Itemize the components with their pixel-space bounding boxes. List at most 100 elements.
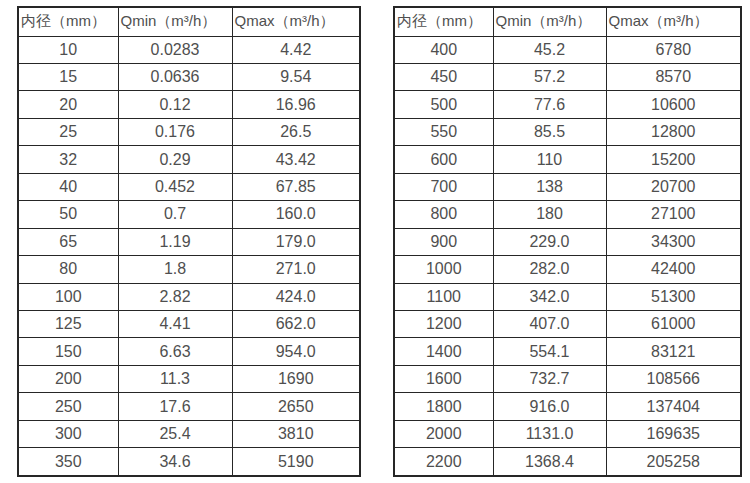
- table-cell: 0.29: [118, 146, 232, 173]
- table-cell: 250: [18, 393, 118, 420]
- table-row: 500.7160.0: [18, 201, 360, 228]
- table-cell: 1100: [394, 283, 493, 310]
- table-row: 20001131.0169635: [394, 420, 741, 447]
- table-row: 1002.82424.0: [18, 283, 360, 310]
- table-cell: 8570: [606, 63, 741, 90]
- table-row: 35034.65190: [18, 448, 360, 476]
- table-row: 22001368.4205258: [394, 448, 741, 476]
- table-cell: 43.42: [232, 146, 360, 173]
- table-cell: 80: [18, 256, 118, 283]
- header-row: 内径（mm）Qmin（m³/h）Qmax（m³/h）: [394, 7, 741, 36]
- table-cell: 100: [18, 283, 118, 310]
- table-cell: 1000: [394, 256, 493, 283]
- table-row: 1254.41662.0: [18, 311, 360, 338]
- table-row: 1506.63954.0: [18, 338, 360, 365]
- table-cell: 732.7: [493, 365, 606, 392]
- table-cell: 50: [18, 201, 118, 228]
- table-row: 50077.610600: [394, 91, 741, 118]
- page: 内径（mm）Qmin（m³/h）Qmax（m³/h） 100.02834.421…: [0, 0, 750, 483]
- table-cell: 954.0: [232, 338, 360, 365]
- table-cell: 138: [493, 173, 606, 200]
- table-row: 150.06369.54: [18, 63, 360, 90]
- table-cell: 51300: [606, 283, 741, 310]
- table-cell: 125: [18, 311, 118, 338]
- table-cell: 205258: [606, 448, 741, 476]
- table-cell: 3810: [232, 420, 360, 447]
- table-cell: 45.2: [493, 36, 606, 63]
- table-cell: 40: [18, 173, 118, 200]
- table-cell: 1131.0: [493, 420, 606, 447]
- column-header: 内径（mm）: [18, 7, 118, 36]
- table-cell: 1400: [394, 338, 493, 365]
- table-cell: 179.0: [232, 228, 360, 255]
- table-cell: 6.63: [118, 338, 232, 365]
- table-cell: 11.3: [118, 365, 232, 392]
- table-cell: 0.0283: [118, 36, 232, 63]
- table-cell: 424.0: [232, 283, 360, 310]
- table-row: 40045.26780: [394, 36, 741, 63]
- table-cell: 2.82: [118, 283, 232, 310]
- table-row: 45057.28570: [394, 63, 741, 90]
- table-cell: 2000: [394, 420, 493, 447]
- table-cell: 700: [394, 173, 493, 200]
- table-row: 1000282.042400: [394, 256, 741, 283]
- table-cell: 900: [394, 228, 493, 255]
- table-cell: 0.176: [118, 118, 232, 145]
- table-row: 25017.62650: [18, 393, 360, 420]
- table-cell: 27100: [606, 201, 741, 228]
- table-cell: 85.5: [493, 118, 606, 145]
- table-row: 70013820700: [394, 173, 741, 200]
- table-cell: 1800: [394, 393, 493, 420]
- table-row: 1200407.061000: [394, 311, 741, 338]
- table-cell: 150: [18, 338, 118, 365]
- table-cell: 10: [18, 36, 118, 63]
- table-cell: 5190: [232, 448, 360, 476]
- table-cell: 12800: [606, 118, 741, 145]
- table-cell: 200: [18, 365, 118, 392]
- table-cell: 1690: [232, 365, 360, 392]
- table-row: 1600732.7108566: [394, 365, 741, 392]
- table-cell: 32: [18, 146, 118, 173]
- table-cell: 83121: [606, 338, 741, 365]
- table-cell: 26.5: [232, 118, 360, 145]
- table-row: 250.17626.5: [18, 118, 360, 145]
- table-cell: 57.2: [493, 63, 606, 90]
- table-cell: 180: [493, 201, 606, 228]
- table-row: 20011.31690: [18, 365, 360, 392]
- table-cell: 1.19: [118, 228, 232, 255]
- table-cell: 271.0: [232, 256, 360, 283]
- table-row: 651.19179.0: [18, 228, 360, 255]
- table-cell: 34300: [606, 228, 741, 255]
- table-cell: 229.0: [493, 228, 606, 255]
- table-cell: 2650: [232, 393, 360, 420]
- table-row: 801.8271.0: [18, 256, 360, 283]
- column-header: Qmax（m³/h）: [232, 7, 360, 36]
- table-cell: 34.6: [118, 448, 232, 476]
- table-cell: 0.7: [118, 201, 232, 228]
- table-cell: 554.1: [493, 338, 606, 365]
- table-cell: 4.42: [232, 36, 360, 63]
- column-header: 内径（mm）: [394, 7, 493, 36]
- table-cell: 160.0: [232, 201, 360, 228]
- table-cell: 282.0: [493, 256, 606, 283]
- table-cell: 1600: [394, 365, 493, 392]
- table-cell: 400: [394, 36, 493, 63]
- table-cell: 800: [394, 201, 493, 228]
- table-cell: 16.96: [232, 91, 360, 118]
- table-cell: 61000: [606, 311, 741, 338]
- table-cell: 6780: [606, 36, 741, 63]
- table-cell: 20700: [606, 173, 741, 200]
- table-cell: 0.0636: [118, 63, 232, 90]
- table-cell: 1.8: [118, 256, 232, 283]
- table-cell: 350: [18, 448, 118, 476]
- table-cell: 662.0: [232, 311, 360, 338]
- table-cell: 169635: [606, 420, 741, 447]
- table-cell: 15: [18, 63, 118, 90]
- table-cell: 137404: [606, 393, 741, 420]
- table-row: 30025.43810: [18, 420, 360, 447]
- table-cell: 2200: [394, 448, 493, 476]
- table-cell: 0.12: [118, 91, 232, 118]
- table-cell: 10600: [606, 91, 741, 118]
- table-row: 200.1216.96: [18, 91, 360, 118]
- column-header: Qmin（m³/h）: [493, 7, 606, 36]
